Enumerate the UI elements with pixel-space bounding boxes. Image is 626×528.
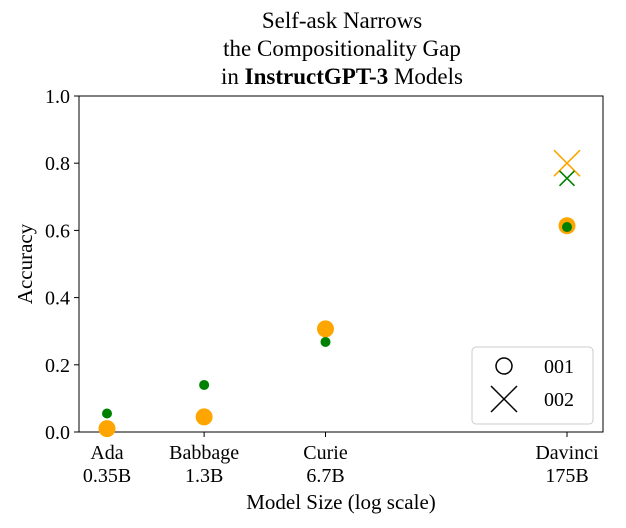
title-line-3-suffix: Models bbox=[388, 64, 463, 89]
x-tick-label-size: 0.35B bbox=[83, 465, 131, 487]
data-point-001-green bbox=[320, 336, 331, 347]
y-tick-label: 0.8 bbox=[45, 153, 70, 175]
y-axis-ticks: 0.0 0.2 0.4 0.6 0.8 1.0 bbox=[45, 86, 79, 444]
legend-label-002: 002 bbox=[544, 389, 574, 411]
chart-title: Self-ask Narrows the Compositionality Ga… bbox=[221, 8, 463, 89]
title-line-3-bold: InstructGPT-3 bbox=[245, 64, 389, 89]
data-point-002-orange bbox=[553, 149, 581, 177]
data-point-001-orange bbox=[195, 408, 213, 426]
x-tick-label-name: Davinci bbox=[535, 442, 599, 464]
legend-box bbox=[471, 346, 594, 425]
x-tick-label-size: 1.3B bbox=[185, 465, 223, 487]
data-point-001-green bbox=[562, 222, 572, 233]
data-point-001-green bbox=[102, 408, 112, 419]
y-tick-label: 0.0 bbox=[45, 422, 70, 444]
title-line-3: in InstructGPT-3 Models bbox=[221, 64, 463, 89]
legend-marker-circle bbox=[495, 357, 513, 375]
x-tick-label-name: Curie bbox=[303, 442, 348, 464]
y-axis-label: Accuracy bbox=[13, 223, 37, 304]
legend-marker-x bbox=[490, 385, 518, 413]
x-tick-label-name: Babbage bbox=[169, 442, 239, 464]
data-point-002-green bbox=[558, 170, 576, 187]
data-point-001-orange bbox=[98, 420, 116, 438]
title-line-3-prefix: in bbox=[221, 64, 245, 89]
x-tick-label-size: 175B bbox=[545, 465, 588, 487]
y-tick-label: 0.2 bbox=[45, 355, 70, 377]
x-tick-label-name: Ada bbox=[90, 442, 123, 464]
data-point-001-green bbox=[199, 379, 210, 390]
x-axis-label: Model Size (log scale) bbox=[246, 490, 436, 514]
plot-area bbox=[78, 95, 604, 433]
y-tick-label: 0.6 bbox=[45, 220, 70, 242]
legend-label-001: 001 bbox=[544, 356, 574, 378]
y-tick-label: 0.4 bbox=[45, 288, 70, 310]
data-point-001-orange bbox=[316, 320, 334, 338]
legend: 001 002 bbox=[471, 346, 594, 425]
title-line-1: Self-ask Narrows bbox=[262, 8, 422, 33]
title-line-2: the Compositionality Gap bbox=[223, 36, 461, 61]
y-tick-label: 1.0 bbox=[45, 86, 70, 108]
data-marks bbox=[98, 149, 581, 438]
x-tick-label-size: 6.7B bbox=[306, 465, 344, 487]
